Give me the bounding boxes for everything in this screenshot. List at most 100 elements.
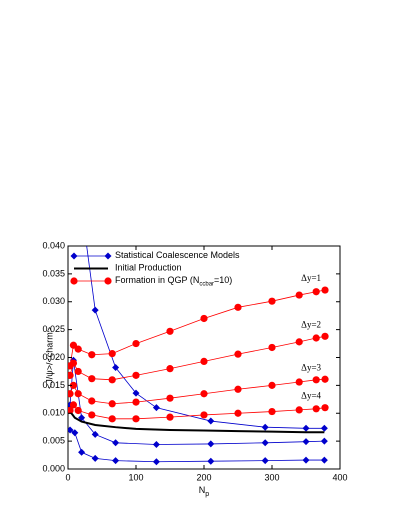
marker — [312, 288, 320, 296]
marker — [200, 411, 208, 419]
x-axis-label-main: N — [199, 485, 206, 495]
marker — [69, 341, 78, 349]
marker — [234, 385, 242, 393]
marker — [132, 398, 140, 406]
marker — [166, 365, 174, 373]
y-tick-label: 0.005 — [42, 436, 65, 446]
curve-label: Δy=4 — [301, 391, 321, 401]
marker — [268, 407, 276, 416]
marker — [234, 409, 242, 417]
marker — [88, 351, 96, 359]
marker — [268, 381, 276, 389]
marker — [321, 332, 329, 340]
marker — [200, 390, 208, 398]
marker — [295, 406, 303, 414]
marker — [207, 457, 215, 465]
y-tick-label: 0.035 — [42, 268, 65, 278]
marker — [112, 457, 120, 465]
legend-marker — [70, 277, 78, 285]
marker — [321, 404, 329, 412]
series-line — [69, 289, 326, 366]
marker — [74, 390, 82, 398]
marker — [78, 448, 86, 456]
marker — [302, 424, 310, 432]
marker — [320, 456, 328, 464]
curve-label: Δy=2 — [301, 319, 321, 329]
y-tick-label: 0.025 — [42, 324, 65, 334]
marker — [132, 339, 140, 348]
marker — [108, 400, 116, 408]
series-line — [69, 429, 325, 463]
marker — [132, 371, 140, 379]
legend-text: =10) — [214, 275, 232, 285]
marker — [152, 458, 160, 466]
x-axis-label-sub: p — [205, 491, 209, 498]
y-axis-label: <J/ψ>/<charm> — [44, 327, 54, 389]
marker — [312, 334, 320, 342]
marker — [302, 456, 310, 464]
series-line — [69, 404, 326, 420]
curve-label: Δy=3 — [301, 362, 321, 372]
marker — [261, 423, 269, 431]
x-tick-label: 400 — [332, 472, 347, 482]
y-tick-label: 0.010 — [42, 408, 65, 418]
y-tick-label: 0.040 — [42, 240, 65, 250]
marker — [320, 424, 328, 432]
marker — [69, 401, 78, 409]
marker — [74, 367, 82, 376]
marker — [200, 314, 208, 323]
curve-label: Δy=1 — [301, 273, 321, 283]
legend-text: ccbar — [199, 281, 214, 287]
marker — [234, 350, 242, 358]
y-tick-label: 0.030 — [42, 296, 65, 306]
marker — [91, 306, 99, 314]
x-tick-label: 100 — [128, 472, 143, 482]
marker — [312, 405, 320, 413]
series-line — [68, 409, 325, 434]
marker — [320, 437, 328, 445]
marker — [312, 376, 320, 384]
marker — [68, 371, 74, 379]
marker — [166, 327, 174, 335]
marker — [91, 454, 99, 462]
plot-area — [68, 246, 329, 466]
marker — [261, 439, 269, 447]
y-tick-label: 0.015 — [42, 380, 65, 390]
marker — [112, 364, 120, 372]
y-tick-label: 0.000 — [42, 463, 65, 473]
marker — [91, 430, 99, 438]
marker — [321, 286, 329, 294]
legend-label: Statistical Coalescence Models — [115, 250, 240, 260]
marker — [200, 357, 208, 366]
legend-text: Initial Production — [115, 263, 182, 273]
marker — [268, 297, 276, 305]
marker — [88, 375, 96, 383]
legend-label: Initial Production — [115, 263, 182, 273]
marker — [321, 375, 329, 383]
legend-marker — [104, 252, 112, 260]
series-line — [69, 378, 326, 405]
marker — [166, 413, 174, 421]
marker — [152, 440, 160, 448]
x-axis-label: Np — [199, 485, 210, 497]
x-tick-label: 0 — [65, 472, 70, 482]
marker — [207, 417, 215, 425]
marker — [108, 349, 116, 358]
marker — [68, 406, 74, 415]
marker — [68, 390, 74, 398]
x-tick-label: 200 — [196, 472, 211, 482]
legend-text: Formation in QGP (N — [115, 275, 199, 285]
legend-marker — [104, 277, 112, 285]
marker — [74, 345, 82, 353]
legend-label: Formation in QGP (Nccbar=10) — [115, 275, 232, 287]
marker — [261, 457, 269, 465]
marker — [295, 378, 303, 386]
marker — [68, 426, 74, 434]
legend-marker — [70, 252, 78, 260]
x-tick-label: 300 — [264, 472, 279, 482]
marker — [234, 303, 242, 311]
marker — [295, 338, 303, 346]
y-tick-label: 0.020 — [42, 352, 65, 362]
marker — [268, 343, 276, 352]
